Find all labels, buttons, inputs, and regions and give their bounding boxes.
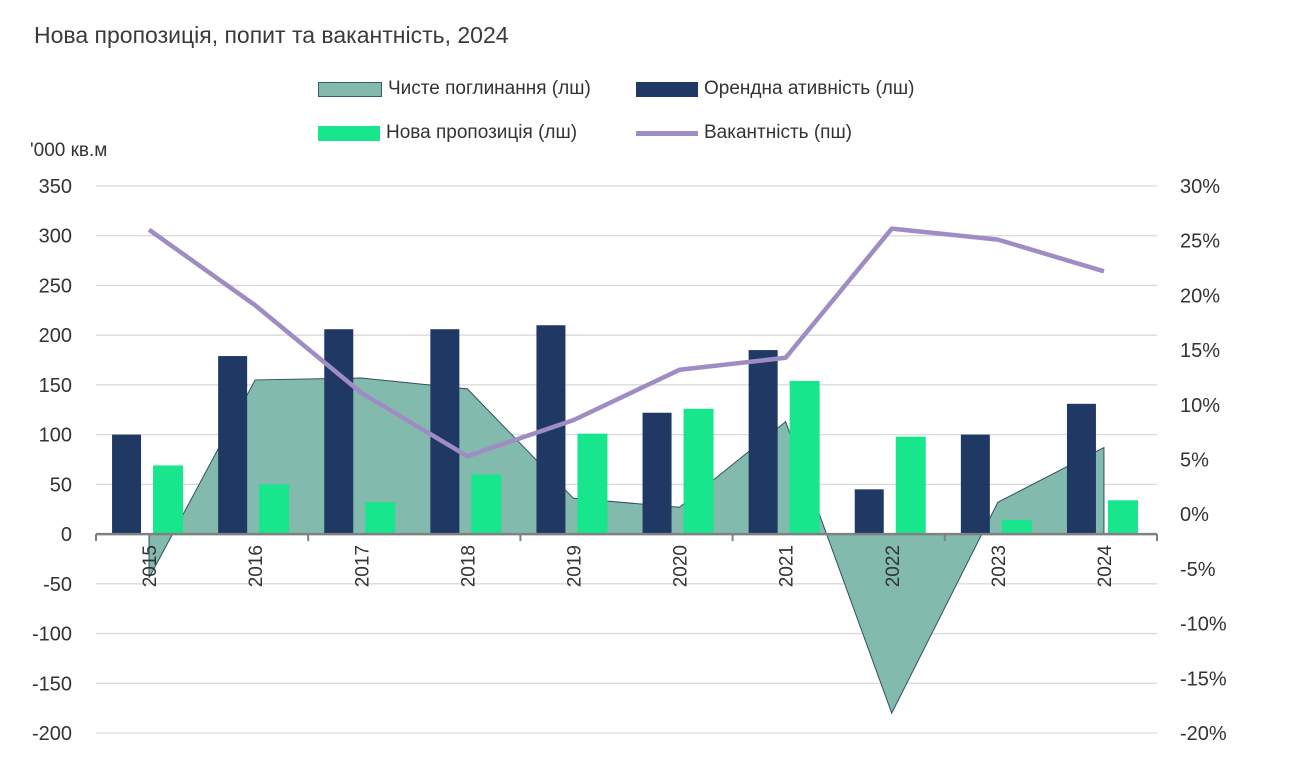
legend-swatch bbox=[636, 130, 698, 136]
x-tick-label: 2024 bbox=[1095, 545, 1116, 588]
bar-leasing-2024 bbox=[1066, 403, 1096, 535]
bar-new-supply-2020 bbox=[683, 408, 714, 535]
x-tick-label: 2021 bbox=[777, 545, 798, 587]
bar-leasing-2020 bbox=[642, 412, 672, 535]
y-tick-label: -200 bbox=[32, 723, 72, 745]
y2-tick-label: 0% bbox=[1180, 504, 1209, 526]
bar-leasing-2022 bbox=[854, 489, 884, 535]
area-net-absorption bbox=[148, 377, 1105, 715]
line-vacancy bbox=[147, 226, 1105, 459]
legend-new-supply: Нова пропозиція (лш) bbox=[318, 122, 577, 144]
legend-leasing: Орендна ативність (лш) bbox=[636, 78, 914, 100]
legend-label: Орендна ативність (лш) bbox=[704, 78, 915, 99]
y-tick-label: 200 bbox=[39, 325, 72, 347]
y2-tick-label: -15% bbox=[1180, 668, 1227, 690]
y-tick-label: 150 bbox=[39, 375, 72, 397]
y-tick-label: 250 bbox=[39, 275, 72, 297]
y-tick-label: 0 bbox=[61, 524, 72, 546]
y2-tick-label: -5% bbox=[1180, 559, 1216, 581]
legend-swatch bbox=[636, 81, 698, 97]
legend-label: Нова пропозиція (лш) bbox=[386, 122, 578, 143]
x-tick-label: 2017 bbox=[352, 545, 373, 587]
legend-vacancy: Вакантність (пш) bbox=[636, 122, 852, 144]
bar-leasing-2015 bbox=[112, 434, 142, 535]
x-tick-label: 2020 bbox=[671, 545, 692, 587]
bar-leasing-2018 bbox=[430, 329, 460, 535]
bar-new-supply-2018 bbox=[471, 474, 502, 535]
legend-label: Вакантність (пш) bbox=[704, 122, 853, 143]
y2-tick-label: 25% bbox=[1180, 231, 1220, 253]
bar-new-supply-2024 bbox=[1107, 500, 1138, 535]
y-tick-label: -150 bbox=[32, 673, 72, 695]
y2-tick-label: 15% bbox=[1180, 340, 1220, 362]
bar-leasing-2017 bbox=[324, 329, 354, 535]
bar-new-supply-2022 bbox=[895, 436, 926, 535]
y-tick-label: 50 bbox=[50, 474, 72, 496]
bar-new-supply-2017 bbox=[365, 502, 396, 535]
bar-leasing-2016 bbox=[218, 356, 248, 535]
bar-new-supply-2021 bbox=[789, 380, 820, 535]
bar-new-supply-2016 bbox=[259, 484, 290, 535]
x-tick-label: 2018 bbox=[458, 545, 479, 587]
y-tick-label: 350 bbox=[39, 176, 72, 198]
x-tick-label: 2023 bbox=[989, 545, 1010, 587]
bar-leasing-2021 bbox=[748, 350, 778, 535]
y2-tick-label: 30% bbox=[1180, 176, 1220, 198]
y-tick-label: -100 bbox=[32, 624, 72, 646]
x-tick-label: 2022 bbox=[883, 545, 904, 587]
y-tick-label: 300 bbox=[39, 226, 72, 248]
bar-new-supply-2015 bbox=[153, 465, 184, 535]
bar-new-supply-2019 bbox=[577, 433, 608, 535]
legend-swatch bbox=[318, 125, 380, 141]
x-tick-label: 2019 bbox=[564, 545, 585, 587]
x-tick-label: 2016 bbox=[246, 545, 267, 587]
y-tick-label: -50 bbox=[43, 574, 72, 596]
bar-leasing-2023 bbox=[960, 434, 990, 535]
y2-tick-label: 20% bbox=[1180, 285, 1220, 307]
bar-new-supply-2023 bbox=[1001, 520, 1032, 535]
y2-tick-label: -20% bbox=[1180, 723, 1227, 745]
y2-tick-label: -10% bbox=[1180, 614, 1227, 636]
x-tick-label: 2015 bbox=[140, 545, 161, 587]
y-axis-label: '000 кв.м bbox=[30, 140, 108, 161]
legend-net-absorption: Чисте поглинання (лш) bbox=[318, 78, 591, 100]
legend-label: Чисте поглинання (лш) bbox=[388, 78, 591, 99]
y2-tick-label: 10% bbox=[1180, 395, 1220, 417]
y-tick-label: 100 bbox=[39, 425, 72, 447]
chart-title: Нова пропозиція, попит та вакантність, 2… bbox=[34, 22, 509, 48]
legend-swatch bbox=[318, 81, 382, 97]
y2-tick-label: 5% bbox=[1180, 450, 1209, 472]
